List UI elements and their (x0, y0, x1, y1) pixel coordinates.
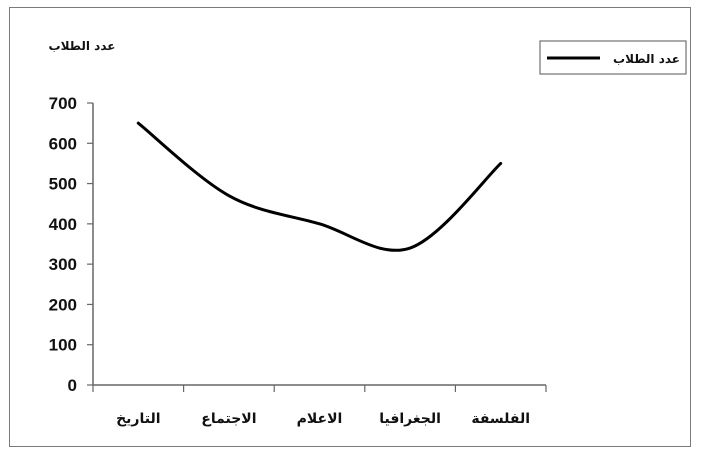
y-tick-label: 600 (49, 134, 77, 153)
x-tick-label: التاريخ (116, 411, 160, 427)
chart-frame: 0 100 200 300 400 500 600 700 التاريخ الاجتماع ال… (9, 7, 691, 447)
y-tick-label: 400 (49, 215, 77, 234)
series-lines (136, 121, 503, 252)
legend-label: عدد الطلاب (613, 52, 680, 66)
y-tick-label: 200 (49, 295, 77, 314)
x-tick-label: الفلسفة (471, 411, 530, 427)
series-line (136, 121, 503, 252)
y-tick-label: 500 (49, 175, 77, 194)
x-tick-label: الجغرافيا (379, 411, 441, 427)
x-tick-label: الاعلام (297, 411, 343, 427)
y-tick-label: 700 (49, 94, 77, 113)
axes (87, 102, 547, 392)
x-tick-labels: التاريخ الاجتماع الاعلام الجغرافيا الفلسفة (116, 411, 530, 427)
y-tick-label: 100 (49, 336, 77, 355)
y-axis-title: عدد الطلاب (49, 39, 116, 53)
legend: عدد الطلاب (539, 40, 687, 75)
y-tick-labels: 0 100 200 300 400 500 600 700 (49, 94, 77, 395)
y-tick-label: 0 (68, 376, 77, 395)
x-tick-label: الاجتماع (201, 411, 256, 427)
y-tick-label: 300 (49, 255, 77, 274)
